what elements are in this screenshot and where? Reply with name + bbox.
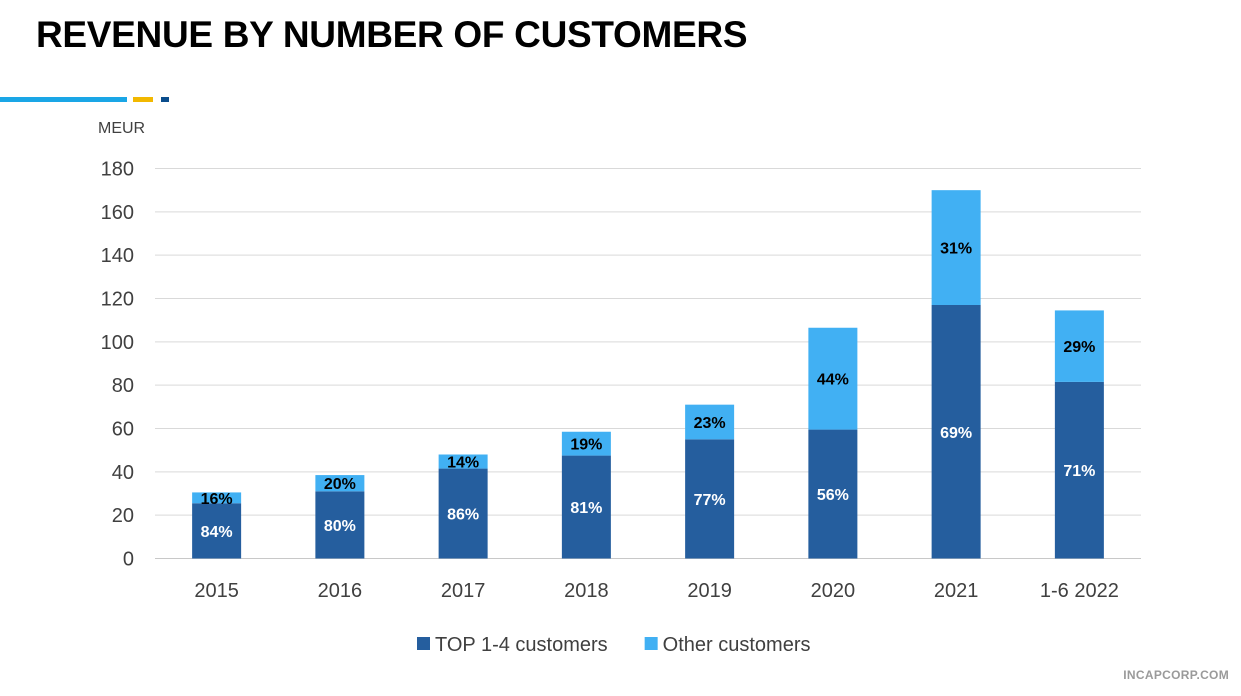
bar-segment	[315, 491, 365, 559]
y-axis-ticks: 0 20 40 60 80 100 120 140 160 180	[101, 159, 134, 571]
data-label: 23%	[694, 415, 726, 432]
bar-segment	[1054, 381, 1104, 559]
x-tick-label: 2018	[564, 580, 609, 602]
data-label: 20%	[324, 476, 356, 493]
data-label: 56%	[817, 487, 849, 504]
legend-label: Other customers	[663, 634, 811, 656]
accent-line-navy	[161, 97, 169, 102]
gridlines	[155, 168, 1141, 559]
y-tick-label: 100	[101, 332, 134, 354]
bar-segment	[808, 327, 858, 430]
y-tick-label: 80	[112, 375, 134, 397]
x-tick-label: 2020	[811, 580, 856, 602]
data-label: 16%	[201, 491, 233, 508]
bar-segment	[685, 404, 735, 440]
bar-segment	[685, 439, 735, 559]
accent-line-blue	[0, 97, 127, 102]
data-label: 69%	[940, 425, 972, 442]
x-tick-label: 2016	[318, 580, 363, 602]
x-tick-label: 2019	[687, 580, 732, 602]
page-title: REVENUE BY NUMBER OF CUSTOMERS	[36, 14, 748, 55]
y-axis-unit-label: MEUR	[98, 120, 145, 137]
x-tick-label: 2017	[441, 580, 486, 602]
x-tick-label: 1-6 2022	[1040, 580, 1119, 602]
bar-segment	[931, 305, 981, 559]
y-tick-label: 180	[101, 159, 134, 181]
y-tick-label: 0	[123, 549, 134, 571]
bars	[192, 190, 1104, 559]
data-label: 31%	[940, 241, 972, 258]
footer-brand: INCAPCORP.COM	[1123, 668, 1229, 682]
data-label: 29%	[1063, 339, 1095, 356]
bar-segment	[1054, 310, 1104, 382]
x-axis-ticks: 2015 2016 2017 2018 2019 2020 2021 1-6 2022	[194, 580, 1118, 602]
bar-segment	[808, 429, 858, 559]
bar-segment	[438, 454, 488, 469]
y-tick-label: 60	[112, 419, 134, 441]
y-tick-label: 120	[101, 289, 134, 311]
legend: TOP 1-4 customers Other customers	[417, 634, 810, 656]
data-label: 14%	[447, 455, 479, 472]
legend-swatch	[417, 637, 430, 650]
y-tick-label: 140	[101, 245, 134, 267]
data-label: 86%	[447, 507, 479, 524]
legend-swatch	[644, 637, 658, 650]
x-tick-label: 2021	[934, 580, 979, 602]
y-tick-label: 40	[112, 462, 134, 484]
accent-line-yellow	[133, 97, 153, 102]
bar-segment	[192, 503, 242, 559]
legend-label: TOP 1-4 customers	[435, 634, 608, 656]
data-label: 19%	[570, 437, 602, 454]
data-label: 71%	[1063, 463, 1095, 480]
data-label: 80%	[324, 518, 356, 535]
data-label: 81%	[570, 500, 602, 517]
y-tick-label: 160	[101, 202, 134, 224]
data-label: 84%	[201, 524, 233, 541]
bar-segment	[561, 455, 611, 559]
data-label: 77%	[694, 492, 726, 509]
bar-segment	[931, 190, 981, 305]
y-tick-label: 20	[112, 505, 134, 527]
bar-segment	[192, 492, 242, 504]
data-labels: 84% 16% 80% 20% 86% 14% 81% 19% 77% 23% 56% 44% 69% 3…	[201, 241, 1096, 541]
data-label: 44%	[817, 372, 849, 389]
x-tick-label: 2015	[194, 580, 239, 602]
bar-segment	[561, 431, 611, 456]
bar-segment	[315, 475, 365, 492]
bar-segment	[438, 468, 488, 559]
